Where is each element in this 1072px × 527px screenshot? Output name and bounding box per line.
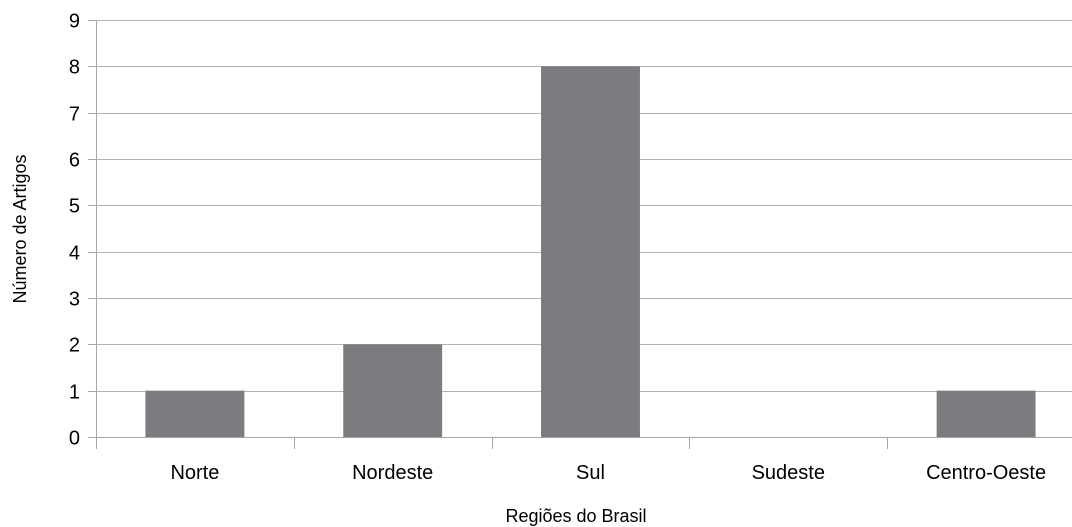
x-tick-label-sul: Sul	[576, 462, 605, 484]
bars	[145, 66, 1036, 437]
x-tick-label-centro-oeste: Centro-Oeste	[926, 462, 1046, 484]
y-tick-labels: 0 1 2 3 4 5 6 7 8 9	[69, 11, 80, 450]
y-tick-label-6: 6	[69, 150, 80, 172]
x-tick-label-nordeste: Nordeste	[352, 462, 433, 484]
bar-sul	[541, 66, 640, 437]
bar-centro-oeste	[936, 390, 1036, 437]
y-tick-label-5: 5	[69, 196, 80, 218]
y-tick-label-7: 7	[69, 104, 80, 126]
y-tick-label-9: 9	[69, 11, 80, 33]
y-tick-label-3: 3	[69, 289, 80, 311]
y-axis-title: Número de Artigos	[10, 154, 30, 303]
y-tick-label-8: 8	[69, 57, 80, 79]
bar-norte	[145, 390, 245, 437]
y-tick-label-2: 2	[69, 335, 80, 357]
axes	[88, 20, 1072, 449]
y-tick-label-0: 0	[69, 428, 80, 450]
y-tick-label-4: 4	[69, 243, 80, 265]
x-axis-title: Regiões do Brasil	[505, 506, 646, 526]
x-tick-label-sudeste: Sudeste	[752, 462, 825, 484]
y-tick-label-1: 1	[69, 382, 80, 404]
x-tick-labels: Norte Nordeste Sul Sudeste Centro-Oeste	[170, 462, 1046, 484]
bar-nordeste	[343, 344, 443, 437]
x-tick-label-norte: Norte	[170, 462, 219, 484]
